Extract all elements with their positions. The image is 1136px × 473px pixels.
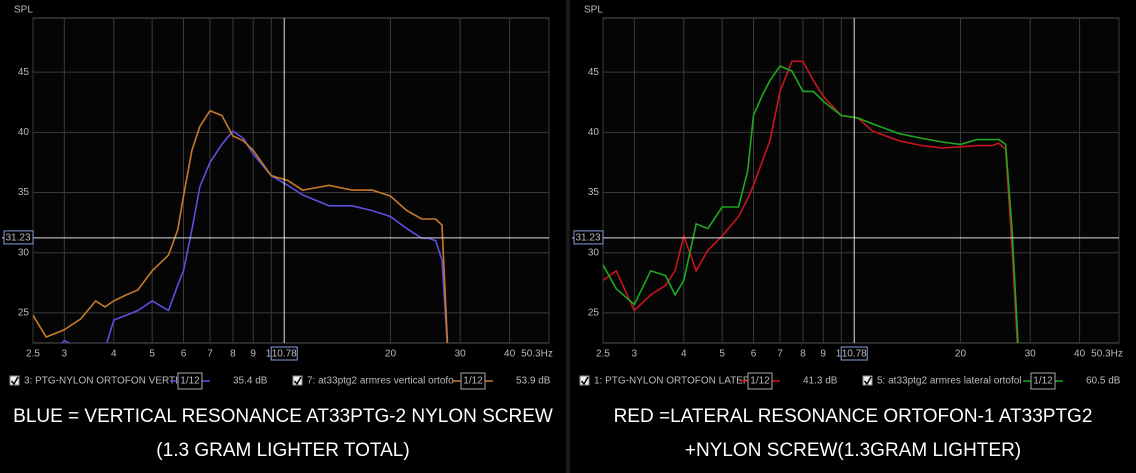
data-line [603, 65, 1019, 343]
x-tick-label: 8 [230, 349, 236, 360]
smoothing-box [460, 372, 486, 390]
legend-checkbox [862, 375, 873, 386]
data-line [61, 130, 448, 343]
legend-check [863, 376, 872, 386]
chart-panel: SPL25303540452.534567891020304050.3Hz10.… [570, 0, 1136, 473]
cursor-y-label: 31.23 [5, 233, 30, 244]
legend-name: 3: PTG-NYLON ORTOFON VERTI [24, 376, 178, 387]
y-tick-label: 30 [588, 247, 600, 258]
x-tick-label: 50.3Hz [1091, 349, 1123, 360]
x-tick-label: 6 [751, 349, 757, 360]
smoothing-box [177, 372, 203, 390]
x-tick-label: 4 [681, 349, 687, 360]
caption: BLUE = VERTICAL RESONANCE AT33PTG-2 NYLO… [13, 406, 553, 461]
x-tick-label: 2.5 [596, 349, 610, 360]
x-tick-label: 2.5 [26, 349, 40, 360]
smoothing-label: 1/12 [180, 376, 200, 387]
legend-level: 41.3 dB [803, 376, 838, 387]
legend-check [10, 376, 19, 386]
y-axis-label: SPL [584, 5, 603, 16]
y-tick-label: 40 [588, 127, 600, 138]
y-tick-label: 40 [18, 127, 30, 138]
y-tick-label: 45 [588, 67, 600, 78]
cursor-box [270, 346, 298, 361]
plot-area [602, 17, 1120, 344]
y-tick-label: 35 [18, 187, 30, 198]
x-tick-label: 8 [800, 349, 806, 360]
x-tick-label: 5 [719, 349, 725, 360]
x-tick-label: 30 [455, 349, 467, 360]
data-line [603, 60, 1019, 343]
x-tick-label: 40 [504, 349, 516, 360]
legend-name: 7: at33ptg2 armres vertical ortofo [307, 376, 454, 387]
cursor-x-label: 10.78 [842, 349, 867, 360]
x-tick-label: 6 [181, 349, 187, 360]
smoothing-label: 1/12 [463, 376, 483, 387]
x-tick-label: 20 [955, 349, 967, 360]
x-tick-label: 3 [62, 349, 68, 360]
smoothing-label: 1/12 [750, 376, 770, 387]
cursor-box [840, 346, 868, 361]
x-tick-label: 7 [207, 349, 213, 360]
x-tick-label: 5 [149, 349, 155, 360]
x-tick-label: 3 [632, 349, 638, 360]
x-tick-label: 20 [385, 349, 397, 360]
y-tick-label: 35 [588, 187, 600, 198]
legend-level: 53.9 dB [516, 376, 551, 387]
legend-check [580, 376, 589, 386]
smoothing-box [747, 372, 773, 390]
smoothing-label: 1/12 [1033, 376, 1053, 387]
legend-checkbox [579, 375, 590, 386]
cursor-y-label: 31.23 [575, 233, 600, 244]
smoothing-box [1030, 372, 1056, 390]
y-tick-label: 45 [18, 67, 30, 78]
legend-check [293, 376, 302, 386]
cursor-box [3, 230, 34, 245]
y-tick-label: 25 [18, 308, 30, 319]
legend-checkbox [9, 375, 20, 386]
x-tick-label: 40 [1074, 349, 1086, 360]
y-axis-label: SPL [14, 5, 33, 16]
x-tick-label: 4 [111, 349, 117, 360]
chart: SPL25303540452.534567891020304050.3Hz10.… [2, 5, 553, 390]
cursor-box [573, 230, 604, 245]
chart: SPL25303540452.534567891020304050.3Hz10.… [572, 5, 1123, 390]
data-line [33, 109, 449, 343]
legend-level: 60.5 dB [1086, 376, 1121, 387]
legend-name: 1: PTG-NYLON ORTOFON LATER [594, 376, 750, 387]
x-tick-label: 7 [777, 349, 783, 360]
y-tick-label: 25 [588, 308, 600, 319]
x-tick-label: 9 [250, 349, 256, 360]
caption: RED =LATERAL RESONANCE ORTOFON-1 AT33PTG… [613, 406, 1093, 461]
cursor-x-label: 10.78 [272, 349, 297, 360]
legend-level: 35.4 dB [233, 376, 268, 387]
legend-checkbox [292, 375, 303, 386]
legend-name: 5: at33ptg2 armres lateral ortofol [877, 376, 1022, 387]
plot-area [32, 17, 550, 344]
chart-panel: SPL25303540452.534567891020304050.3Hz10.… [0, 0, 566, 473]
x-tick-label: 50.3Hz [521, 349, 553, 360]
x-tick-label: 9 [820, 349, 826, 360]
y-tick-label: 30 [18, 247, 30, 258]
x-tick-label: 30 [1025, 349, 1037, 360]
